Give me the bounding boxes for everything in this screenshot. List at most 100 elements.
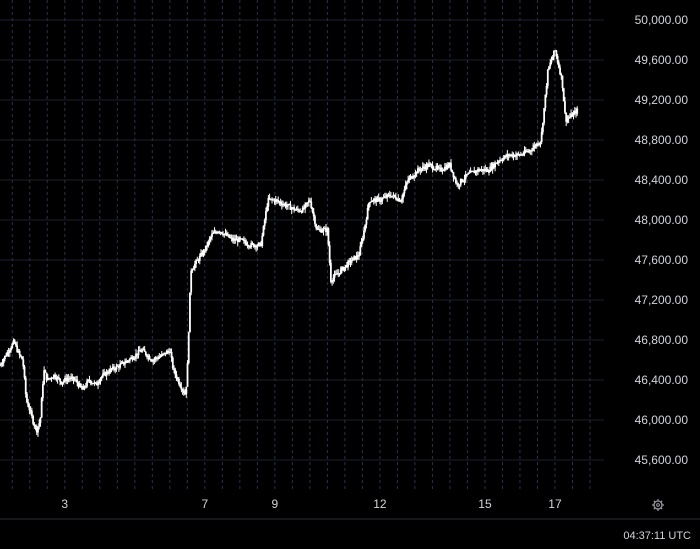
candle-body xyxy=(507,154,510,157)
candle-body xyxy=(293,207,296,211)
candle-body xyxy=(95,382,98,386)
candle-body xyxy=(329,262,332,282)
candle-body xyxy=(571,113,574,117)
candle-body xyxy=(256,245,259,248)
candle-body xyxy=(416,168,419,174)
candle-body xyxy=(414,172,417,176)
settings-gear-icon[interactable] xyxy=(652,499,664,511)
candle-body xyxy=(550,60,553,63)
candle-body xyxy=(273,199,276,202)
candle-body xyxy=(182,390,185,393)
y-axis[interactable]: 45,600.00 46,000.00 46,400.00 46,800.00 47,2… xyxy=(635,13,689,467)
candle-body xyxy=(338,273,341,275)
candle-body xyxy=(163,352,166,354)
candle-body xyxy=(424,167,427,170)
candle-body xyxy=(87,379,90,382)
candle-body xyxy=(32,415,34,424)
candle-body xyxy=(62,380,65,383)
candle-body xyxy=(431,164,434,170)
candle-body xyxy=(219,232,222,234)
candle-body xyxy=(157,358,159,360)
candle-body xyxy=(541,123,544,132)
candle-body xyxy=(246,245,249,247)
candle-body xyxy=(196,259,199,261)
candle-body xyxy=(528,150,531,152)
candle-body xyxy=(304,204,307,209)
candle-body xyxy=(413,175,416,178)
candle-body xyxy=(448,163,451,167)
candle-body xyxy=(285,205,288,207)
candle-body xyxy=(481,169,484,172)
candle-body xyxy=(430,164,433,166)
candle-body xyxy=(504,155,506,158)
candle-body xyxy=(72,376,75,380)
candle-body xyxy=(306,202,309,204)
candle-body xyxy=(84,386,87,388)
candle-body xyxy=(352,257,354,261)
candle-body xyxy=(99,378,102,382)
candle-body xyxy=(358,255,360,257)
candle-body xyxy=(76,379,79,384)
candle-body xyxy=(184,392,186,395)
candle-body xyxy=(432,169,435,171)
candle-body xyxy=(557,62,560,68)
candle-body xyxy=(113,366,115,370)
candle-body xyxy=(252,243,255,247)
candle-body xyxy=(439,167,441,169)
candle-body xyxy=(475,170,478,172)
candle-body xyxy=(397,198,400,201)
candle-body xyxy=(436,166,439,168)
candle-body xyxy=(265,211,267,221)
candle-body xyxy=(343,267,346,271)
candle-body xyxy=(43,370,46,385)
candle-body xyxy=(88,379,91,381)
candle-body xyxy=(537,143,539,145)
candle-body xyxy=(255,245,258,248)
candle-body xyxy=(154,357,157,360)
candle-body xyxy=(522,153,525,155)
candle-body xyxy=(457,184,460,186)
candle-body xyxy=(227,234,229,236)
candle-body xyxy=(347,261,349,268)
candle-body xyxy=(510,154,512,156)
candle-body xyxy=(164,352,167,355)
candle-body xyxy=(185,386,188,395)
candle-body xyxy=(269,198,272,200)
candle-body xyxy=(186,363,189,387)
candle-body xyxy=(437,167,440,169)
candle-body xyxy=(261,235,264,247)
candle-body xyxy=(573,110,576,114)
candle-body xyxy=(289,204,292,210)
candle-body xyxy=(15,343,17,346)
candle-body xyxy=(320,229,322,233)
candle-body xyxy=(229,237,232,239)
candle-body xyxy=(443,166,446,170)
candle-body xyxy=(470,171,473,173)
candle-body xyxy=(515,155,517,157)
candle-body xyxy=(495,162,498,164)
candle-body xyxy=(89,380,92,384)
candle-body xyxy=(390,196,392,198)
candle-body xyxy=(64,377,66,381)
candle-body xyxy=(50,377,53,379)
candle-body xyxy=(392,194,395,196)
candle-body xyxy=(505,155,508,157)
candle-body xyxy=(561,75,564,89)
candle-body xyxy=(294,209,297,211)
candle-body xyxy=(114,369,117,371)
candle-body xyxy=(136,353,139,356)
x-axis[interactable]: 3 7 9 12 15 17 xyxy=(61,497,562,511)
candle-body xyxy=(354,256,357,260)
candle-body xyxy=(61,382,64,385)
y-tick-label: 46,000.00 xyxy=(635,413,689,427)
candle-body xyxy=(483,169,485,172)
candle-body xyxy=(179,384,182,387)
candle-body xyxy=(499,159,501,162)
candle-body xyxy=(555,50,558,57)
candle-body xyxy=(337,273,340,275)
candle-body xyxy=(553,50,555,57)
candle-body xyxy=(394,196,397,200)
candle-body xyxy=(572,113,575,117)
candle-body xyxy=(34,425,37,427)
